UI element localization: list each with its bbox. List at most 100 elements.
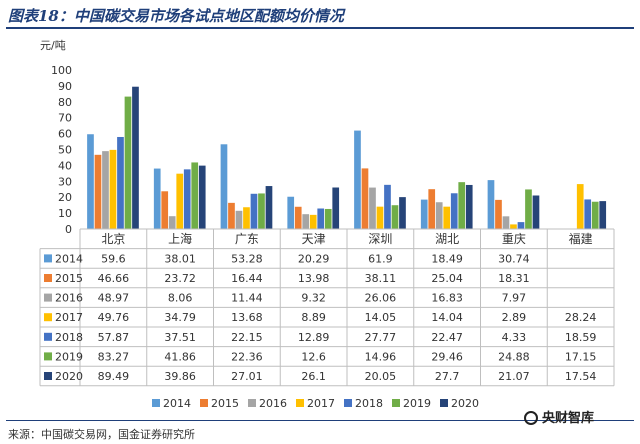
legend-label: 2017 <box>307 397 335 410</box>
y-tick-label: 60 <box>58 128 72 141</box>
source-note: 来源：中国碳交易网，国金证券研究所 <box>8 428 195 441</box>
table-cell-value: 24.88 <box>498 350 530 363</box>
table-cell-value: 9.32 <box>301 292 326 305</box>
table-cell-value: 22.47 <box>431 331 463 344</box>
bar-2015-天津 <box>294 206 302 229</box>
figure-title-bar: 图表18：中国碳交易市场各试点地区配额均价情况 <box>0 0 640 30</box>
bar-2015-广东 <box>228 202 235 229</box>
bar-2020-深圳 <box>399 197 406 229</box>
category-label: 湖北 <box>435 231 459 246</box>
table-legend-key-2020 <box>44 372 52 380</box>
table-cell-value: 29.46 <box>431 350 463 363</box>
wechat-icon <box>524 411 538 425</box>
bar-2017-福建 <box>576 184 584 229</box>
table-cell-value: 89.49 <box>98 370 130 383</box>
table-cell-value: 27.77 <box>365 331 397 344</box>
bar-2014-广东 <box>220 144 228 229</box>
table-cell-value: 26.06 <box>365 292 397 305</box>
table-cell-value: 17.15 <box>565 350 597 363</box>
table-cell-value: 18.59 <box>565 331 597 344</box>
table-legend-key-2015 <box>44 274 52 282</box>
table-cell-value: 38.01 <box>164 252 196 265</box>
table-cell-value: 26.1 <box>301 370 326 383</box>
bar-2019-湖北 <box>458 182 466 229</box>
table-cell-value: 12.89 <box>298 331 330 344</box>
category-label: 天津 <box>302 232 326 246</box>
bar-2016-上海 <box>168 216 176 229</box>
table-cell-value: 39.86 <box>164 370 196 383</box>
bar-2016-天津 <box>302 214 310 229</box>
table-legend-key-2019 <box>44 352 52 361</box>
table-cell-value: 30.74 <box>498 252 530 265</box>
bar-2014-北京 <box>87 134 94 229</box>
table-cell-value: 25.04 <box>431 272 463 285</box>
bar-2017-湖北 <box>443 206 451 229</box>
table-cell-value: 4.33 <box>502 331 527 344</box>
bar-2020-广东 <box>265 186 273 229</box>
bar-2018-深圳 <box>384 184 391 229</box>
table-legend-key-2014 <box>44 254 52 263</box>
table-cell-value: 2.89 <box>502 311 527 324</box>
table-cell-value: 23.72 <box>164 272 196 285</box>
y-tick-label: 40 <box>58 159 72 172</box>
table-cell-value: 27.01 <box>231 370 263 383</box>
table-cell-value: 53.28 <box>231 252 263 265</box>
category-label: 上海 <box>168 231 192 246</box>
category-label: 广东 <box>235 232 259 246</box>
bar-2019-福建 <box>591 201 599 229</box>
table-cell-value: 20.29 <box>298 252 330 265</box>
y-tick-label: 100 <box>51 64 72 77</box>
table-cell-value: 37.51 <box>164 331 196 344</box>
legend-key-2020 <box>440 399 448 407</box>
table-cell-value: 61.9 <box>368 252 393 265</box>
table-cell-value: 8.89 <box>301 311 326 324</box>
watermark-text: 央财智库 <box>542 411 595 426</box>
bar-2017-重庆 <box>510 224 517 229</box>
table-cell-value: 20.05 <box>365 370 397 383</box>
legend-key-2018 <box>344 399 352 407</box>
table-series-label: 2019 <box>55 350 83 363</box>
bar-2020-北京 <box>132 86 139 229</box>
bar-2016-广东 <box>235 210 243 229</box>
y-axis-unit-label: 元/吨 <box>40 39 66 52</box>
bar-2016-重庆 <box>502 216 510 229</box>
bar-2017-广东 <box>243 207 250 229</box>
table-cell-value: 59.6 <box>101 252 126 265</box>
bar-2015-上海 <box>161 191 169 229</box>
table-cell-value: 17.54 <box>565 370 597 383</box>
legend-key-2015 <box>200 399 208 407</box>
table-cell-value: 49.76 <box>98 311 130 324</box>
table-series-label: 2015 <box>55 272 83 285</box>
table-cell-value: 21.07 <box>498 370 530 383</box>
bar-2017-深圳 <box>376 206 384 229</box>
table-cell-value: 11.44 <box>231 292 263 305</box>
category-label: 北京 <box>101 232 125 246</box>
legend-label: 2019 <box>403 397 431 410</box>
table-cell-value: 16.44 <box>231 272 263 285</box>
bar-2018-广东 <box>250 193 258 229</box>
table-cell-value: 13.98 <box>298 272 330 285</box>
table-legend-key-2017 <box>44 313 52 322</box>
bar-2017-北京 <box>109 149 117 229</box>
table-legend-key-2016 <box>44 293 52 302</box>
y-tick-label: 80 <box>58 96 72 109</box>
y-tick-label: 30 <box>58 175 72 188</box>
bar-2018-北京 <box>117 136 124 229</box>
bar-2020-天津 <box>332 187 340 229</box>
legend-key-2016 <box>248 399 256 407</box>
table-series-label: 2018 <box>55 331 83 344</box>
source-divider <box>6 420 634 421</box>
legend-label: 2016 <box>259 397 287 410</box>
table-cell-value: 48.97 <box>98 292 130 305</box>
table-cell-value: 18.31 <box>498 272 530 285</box>
bar-2019-深圳 <box>391 205 399 229</box>
table-cell-value: 22.36 <box>231 350 263 363</box>
table-cell-value: 41.86 <box>164 350 196 363</box>
category-label: 深圳 <box>368 232 392 246</box>
bar-2018-上海 <box>183 169 191 229</box>
bar-2019-广东 <box>258 193 265 229</box>
table-series-label: 2020 <box>55 370 83 383</box>
table-cell-value: 83.27 <box>98 350 130 363</box>
table-cell-value: 28.24 <box>565 311 597 324</box>
table-cell-value: 34.79 <box>164 311 196 324</box>
